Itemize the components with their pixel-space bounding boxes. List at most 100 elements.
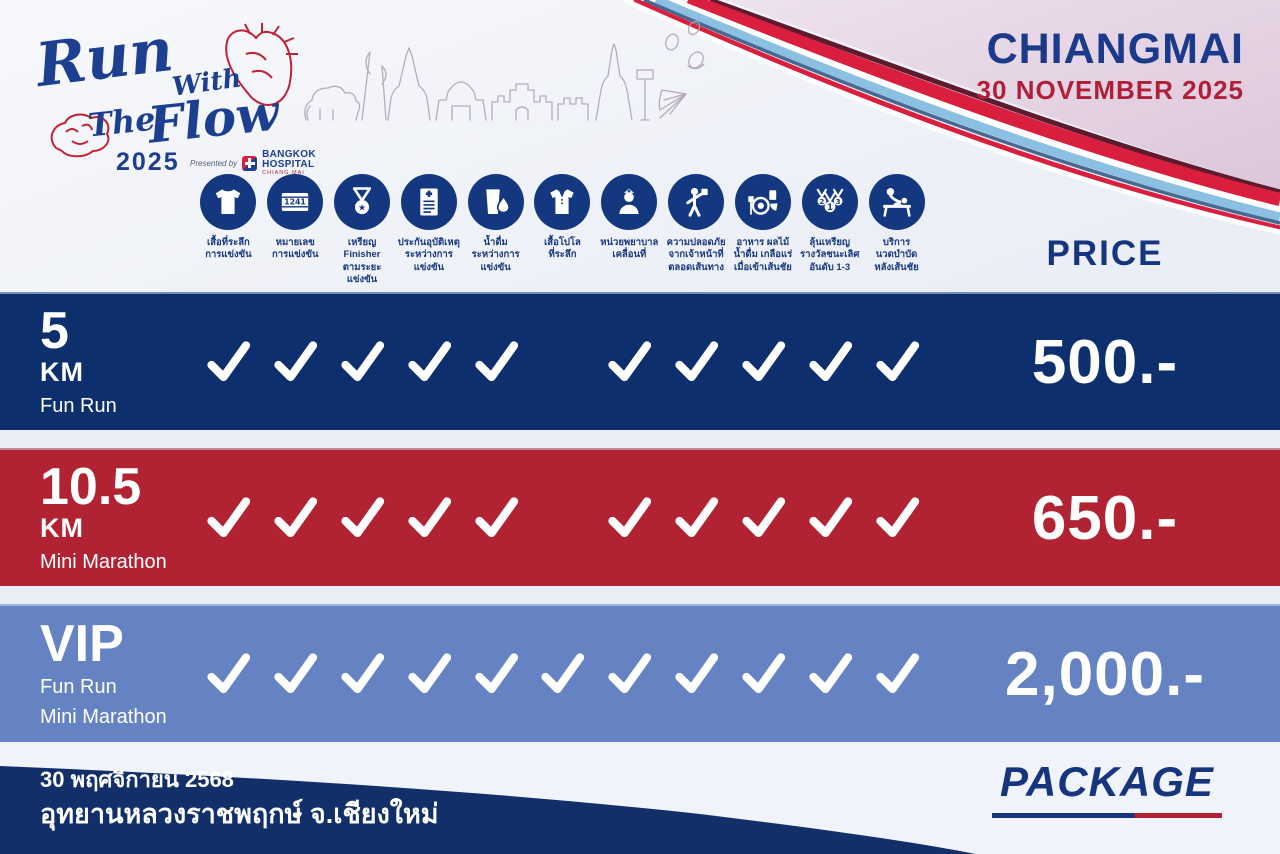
- finisher-medal-icon: ★: [334, 174, 391, 230]
- check-cell: [730, 494, 797, 542]
- check-cell: [663, 494, 730, 542]
- price-column-header: PRICE: [1046, 234, 1164, 273]
- massage-icon: [868, 174, 925, 230]
- check-cell: [195, 338, 262, 386]
- row-distance: 5: [40, 302, 69, 361]
- row-label: 10.5 KM Mini Marathon: [0, 461, 195, 574]
- check-icon: [274, 653, 318, 694]
- benefit-label: เหรียญ Finisher ตามระยะแข่งขัน: [342, 237, 382, 286]
- drinking-water-icon: [467, 174, 524, 230]
- package-underline: [992, 813, 1222, 818]
- package-rows: 5 KM Fun Run 500.- 10.5 KM Mini Marathon 650.- V…: [0, 292, 1280, 760]
- benefit-label: หน่วยพยาบาล เคลื่อนที่: [600, 237, 659, 261]
- check-cell: [329, 494, 396, 542]
- check-icon: [809, 341, 852, 382]
- benefit-label: ความปลอดภัย จากเจ้าหน้าที่ ตลอดเส้นทาง: [666, 237, 726, 273]
- logo-year: 2025: [116, 148, 180, 176]
- benefit-column: อาหาร ผลไม้ น้ำดื่ม เกลือแร่ เมื่อเข้าเส้น…: [730, 174, 797, 286]
- footer-date-thai: 30 พฤศจิกายน 2568: [40, 767, 234, 792]
- check-icon: [207, 653, 251, 694]
- check-cell: [730, 338, 797, 386]
- chiangmai-skyline-illustration: [304, 20, 705, 121]
- location-block: CHIANGMAI 30 NOVEMBER 2025: [977, 28, 1244, 106]
- benefit-column: ประกันอุบัติเหตุ ระหว่างการแข่งขัน: [395, 174, 462, 286]
- row-checks: [195, 606, 930, 742]
- check-icon: [742, 497, 786, 538]
- row-checks: [195, 450, 930, 586]
- footer-venue-thai: อุทยานหลวงราชพฤกษ์ จ.เชียงใหม่: [40, 798, 439, 829]
- svg-text:1241: 1241: [284, 198, 306, 207]
- check-icon: [608, 653, 652, 694]
- check-icon: [274, 497, 318, 538]
- check-icon: [675, 341, 719, 382]
- footer-event-info: 30 พฤศจิกายน 2568 อุทยานหลวงราชพฤกษ์ จ.เ…: [40, 766, 439, 831]
- tshirt-icon: [200, 174, 257, 230]
- check-cell: [663, 338, 730, 386]
- benefit-label: หมายเลข การแข่งขัน: [272, 237, 319, 261]
- benefit-label: ประกันอุบัติเหตุ ระหว่างการแข่งขัน: [397, 237, 460, 273]
- race-bib-icon: 1241: [267, 174, 324, 230]
- check-cell: [262, 494, 329, 542]
- row-label: 5 KM Fun Run: [0, 305, 195, 418]
- check-cell: [596, 338, 663, 386]
- check-cell: [395, 650, 462, 698]
- check-icon: [608, 497, 652, 538]
- row-unit: KM: [40, 513, 84, 544]
- row-category: Fun Run: [40, 676, 117, 698]
- check-icon: [742, 341, 786, 382]
- check-icon: [809, 653, 852, 694]
- logo-word-run: Run: [32, 14, 177, 102]
- benefit-column: หน่วยพยาบาล เคลื่อนที่: [596, 174, 663, 286]
- check-icon: [207, 341, 251, 382]
- check-cell: [195, 494, 262, 542]
- check-cell: [262, 650, 329, 698]
- benefit-column: ความปลอดภัย จากเจ้าหน้าที่ ตลอดเส้นทาง: [663, 174, 730, 286]
- benefit-column: 1241 หมายเลข การแข่งขัน: [262, 174, 329, 286]
- check-cell: [262, 338, 329, 386]
- location-title: CHIANGMAI: [986, 25, 1244, 73]
- check-icon: [809, 497, 852, 538]
- svg-text:2: 2: [819, 198, 824, 206]
- poster-header: Run With The Flow 2025 Presented by BANG…: [0, 0, 1280, 292]
- check-icon: [341, 341, 385, 382]
- sponsor-sub: CHIANG MAI: [262, 170, 305, 176]
- benefit-column: 2 3 1 ลุ้นเหรียญ รางวัลชนะเลิศ อันดับ 1-3: [796, 174, 863, 286]
- check-cell: [529, 650, 596, 698]
- check-icon: [274, 341, 318, 382]
- sponsor-name-line2: HOSPITAL: [262, 159, 315, 170]
- check-icon: [207, 497, 251, 538]
- row-category: Fun Run: [40, 394, 117, 417]
- check-icon: [475, 497, 518, 538]
- check-icon: [408, 653, 451, 694]
- benefit-label: เสื้อโปโล ที่ระลึก: [544, 237, 581, 261]
- check-cell: [796, 338, 863, 386]
- benefit-label: อาหาร ผลไม้ น้ำดื่ม เกลือแร่ เมื่อเข้าเส้น…: [733, 237, 793, 273]
- benefits-header-row: เสื้อที่ระลึก การแข่งขัน 1241 หมายเลข การแข่…: [195, 174, 930, 286]
- svg-text:★: ★: [358, 204, 366, 214]
- benefit-label: ลุ้นเหรียญ รางวัลชนะเลิศ อันดับ 1-3: [800, 237, 860, 273]
- row-category: Mini Marathon: [40, 550, 167, 573]
- row-label: VIP Fun Run Mini Marathon: [0, 618, 195, 730]
- benefit-label: บริการ นวดบำบัด หลังเส้นชัย: [874, 237, 919, 273]
- route-safety-icon: [668, 174, 725, 230]
- benefit-column: เสื้อที่ระลึก การแข่งขัน: [195, 174, 262, 286]
- check-icon: [475, 341, 518, 382]
- check-cell: [796, 494, 863, 542]
- check-icon: [875, 497, 919, 538]
- check-cell: [329, 338, 396, 386]
- check-cell: [329, 650, 396, 698]
- package-row-10-5km: 10.5 KM Mini Marathon 650.-: [0, 448, 1280, 586]
- check-cell: [462, 494, 529, 542]
- check-icon: [475, 653, 518, 694]
- bangkok-hospital-cross-icon: [242, 155, 258, 171]
- insurance-document-icon: [400, 174, 457, 230]
- benefit-label: เสื้อที่ระลึก การแข่งขัน: [205, 237, 252, 261]
- footer-wave-graphic: [0, 766, 976, 854]
- check-cell: [863, 338, 930, 386]
- check-icon: [341, 497, 385, 538]
- row-category: Mini Marathon: [40, 706, 167, 728]
- check-icon: [875, 653, 919, 694]
- benefit-label: น้ำดื่ม ระหว่างการแข่งขัน: [471, 237, 520, 273]
